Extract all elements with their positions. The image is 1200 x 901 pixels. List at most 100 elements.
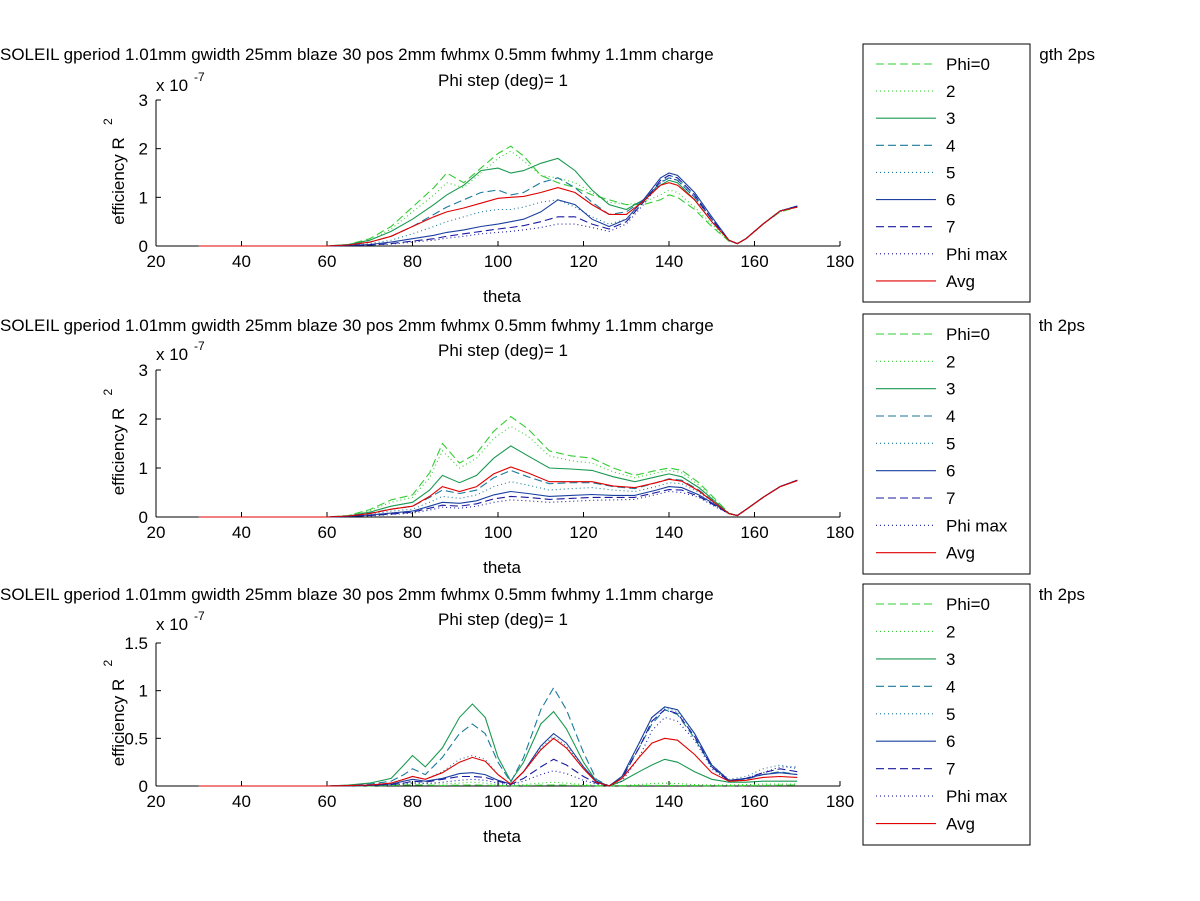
y-exponent-superscript: -7 <box>194 339 205 353</box>
x-tick-label: 100 <box>484 792 512 811</box>
legend-label: 2 <box>946 82 955 101</box>
y-tick-label: 2 <box>139 140 148 159</box>
y-axis-label-superscript: 2 <box>101 660 115 667</box>
legend-label: 5 <box>946 705 955 724</box>
x-tick-label: 160 <box>740 252 768 271</box>
chart-title-tail: th 2ps <box>1039 316 1085 335</box>
legend-label: 5 <box>946 163 955 182</box>
x-tick-label: 140 <box>655 792 683 811</box>
y-tick-label: 0 <box>139 237 148 256</box>
y-tick-label: 0 <box>139 777 148 796</box>
y-tick-label: 1 <box>139 682 148 701</box>
y-tick-label: 2 <box>139 410 148 429</box>
chart-title: SOLEIL gperiod 1.01mm gwidth 25mm blaze … <box>0 585 714 604</box>
series-line-1 <box>198 784 798 787</box>
legend-label: Phi max <box>946 787 1008 806</box>
x-tick-label: 40 <box>232 252 251 271</box>
series-line-9 <box>198 466 798 518</box>
series-line-7 <box>198 174 798 247</box>
x-tick-label: 40 <box>232 523 251 542</box>
x-tick-label: 80 <box>403 523 422 542</box>
x-tick-label: 120 <box>569 252 597 271</box>
x-tick-label: 180 <box>826 252 854 271</box>
legend-label: 3 <box>946 109 955 128</box>
y-exponent-superscript: -7 <box>194 70 205 84</box>
x-tick-label: 180 <box>826 523 854 542</box>
legend-label: 7 <box>946 760 955 779</box>
y-exponent-label: x 10 <box>156 345 188 364</box>
legend-label: 4 <box>946 136 955 155</box>
x-tick-label: 60 <box>318 792 337 811</box>
legend-label: 2 <box>946 352 955 371</box>
legend-label: Phi=0 <box>946 595 990 614</box>
x-tick-label: 80 <box>403 252 422 271</box>
legend: Phi=0 2 3 4 5 6 7 Phi max Avg <box>862 313 1031 575</box>
legend-label: 5 <box>946 434 955 453</box>
legend-label: Phi=0 <box>946 325 990 344</box>
y-axis-label: efficiency R <box>109 408 128 496</box>
y-tick-label: 1 <box>139 188 148 207</box>
x-tick-label: 60 <box>318 523 337 542</box>
y-exponent-label: x 10 <box>156 76 188 95</box>
legend-box <box>862 43 1031 303</box>
chart-title-tail: th 2ps <box>1039 585 1085 604</box>
x-axis-label: theta <box>483 558 521 577</box>
legend-label: Phi max <box>946 516 1008 535</box>
y-tick-label: 3 <box>139 361 148 380</box>
chart-subtitle: Phi step (deg)= 1 <box>438 610 568 629</box>
series-line-3 <box>198 703 798 787</box>
legend-label: 2 <box>946 622 955 641</box>
x-tick-label: 120 <box>569 792 597 811</box>
y-exponent-label: x 10 <box>156 615 188 634</box>
legend-label: 7 <box>946 489 955 508</box>
chart-title: SOLEIL gperiod 1.01mm gwidth 25mm blaze … <box>0 316 714 335</box>
x-tick-label: 140 <box>655 252 683 271</box>
subplot-1: SOLEIL gperiod 1.01mm gwidth 25mm blaze … <box>0 43 1095 306</box>
x-tick-label: 100 <box>484 523 512 542</box>
legend: Phi=0 2 3 4 5 6 7 Phi max Avg <box>862 583 1031 846</box>
x-tick-label: 80 <box>403 792 422 811</box>
legend-label: 6 <box>946 462 955 481</box>
legend-label: Avg <box>946 544 975 563</box>
x-tick-label: 160 <box>740 523 768 542</box>
legend-label: 3 <box>946 650 955 669</box>
legend-box <box>862 583 1031 846</box>
x-axis-label: theta <box>483 827 521 846</box>
x-tick-label: 20 <box>147 252 166 271</box>
legend-label: 6 <box>946 191 955 210</box>
legend-label: 4 <box>946 407 955 426</box>
legend-label: Phi max <box>946 245 1008 264</box>
x-tick-label: 100 <box>484 252 512 271</box>
x-tick-label: 120 <box>569 523 597 542</box>
y-axis-label: efficiency R <box>109 137 128 225</box>
legend-box <box>862 313 1031 575</box>
y-axis-label-superscript: 2 <box>101 389 115 396</box>
legend-label: Phi=0 <box>946 55 990 74</box>
charts-layer: SOLEIL gperiod 1.01mm gwidth 25mm blaze … <box>0 43 1095 846</box>
x-tick-label: 60 <box>318 252 337 271</box>
series-line-1 <box>198 145 798 247</box>
y-axis-label: efficiency R <box>109 679 128 767</box>
x-tick-label: 160 <box>740 792 768 811</box>
chart-subtitle: Phi step (deg)= 1 <box>438 71 568 90</box>
y-axis-label-superscript: 2 <box>101 118 115 125</box>
y-tick-label: 0 <box>139 508 148 527</box>
series-line-8 <box>198 716 798 787</box>
legend-label: 6 <box>946 732 955 751</box>
y-tick-label: 1 <box>139 459 148 478</box>
chart-title-tail: gth 2ps <box>1039 45 1095 64</box>
x-tick-label: 140 <box>655 523 683 542</box>
legend: Phi=0 2 3 4 5 6 7 Phi max Avg <box>862 43 1031 303</box>
x-axis-label: theta <box>483 287 521 306</box>
series-line-9 <box>198 737 798 787</box>
legend-label: 7 <box>946 218 955 237</box>
legend-label: Avg <box>946 815 975 834</box>
legend-label: Avg <box>946 272 975 291</box>
series-line-7 <box>198 709 798 787</box>
series-line-8 <box>198 177 798 247</box>
y-tick-label: 0.5 <box>124 729 148 748</box>
chart-title: SOLEIL gperiod 1.01mm gwidth 25mm blaze … <box>0 45 714 64</box>
x-tick-label: 40 <box>232 792 251 811</box>
series-line-8 <box>198 479 798 518</box>
